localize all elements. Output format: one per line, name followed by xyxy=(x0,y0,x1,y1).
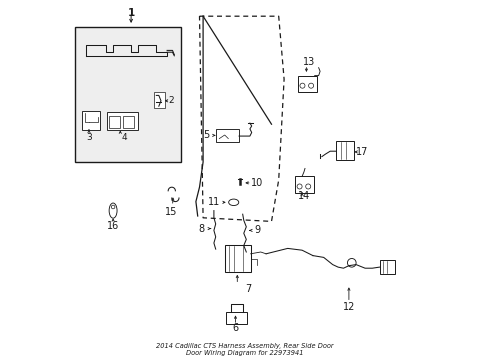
Text: 10: 10 xyxy=(250,178,263,188)
Bar xyxy=(224,245,250,272)
Text: 1: 1 xyxy=(127,8,135,18)
Text: 6: 6 xyxy=(232,323,238,333)
Bar xyxy=(122,116,133,128)
Text: 4: 4 xyxy=(121,133,126,142)
Text: 3: 3 xyxy=(86,133,92,142)
Text: 14: 14 xyxy=(297,191,309,201)
Bar xyxy=(215,129,239,142)
Circle shape xyxy=(296,184,302,189)
Text: 2: 2 xyxy=(167,96,173,105)
Bar xyxy=(75,27,181,162)
Circle shape xyxy=(308,83,313,88)
Circle shape xyxy=(347,258,355,267)
Text: 12: 12 xyxy=(342,302,354,312)
Text: 2014 Cadillac CTS Harness Assembly, Rear Side Door: 2014 Cadillac CTS Harness Assembly, Rear… xyxy=(155,343,333,349)
Bar xyxy=(294,176,313,193)
Circle shape xyxy=(305,184,310,189)
Text: 7: 7 xyxy=(244,284,251,294)
Circle shape xyxy=(111,205,115,209)
Bar xyxy=(109,116,120,128)
Bar xyxy=(226,312,247,324)
Text: 13: 13 xyxy=(303,57,315,67)
Bar xyxy=(153,92,164,108)
Circle shape xyxy=(299,83,305,88)
Text: 15: 15 xyxy=(164,207,177,217)
Ellipse shape xyxy=(109,203,117,218)
Bar xyxy=(336,141,354,160)
Text: 11: 11 xyxy=(207,197,220,207)
Text: 9: 9 xyxy=(254,225,260,235)
Ellipse shape xyxy=(228,199,238,206)
Bar xyxy=(297,76,316,92)
Text: 8: 8 xyxy=(198,224,204,234)
Text: 17: 17 xyxy=(355,147,368,157)
Text: 16: 16 xyxy=(107,221,119,231)
Text: Door Wiring Diagram for 22973941: Door Wiring Diagram for 22973941 xyxy=(185,350,303,356)
Bar xyxy=(107,112,137,130)
Text: 5: 5 xyxy=(203,130,209,140)
Bar xyxy=(81,111,101,130)
Bar xyxy=(379,260,394,274)
